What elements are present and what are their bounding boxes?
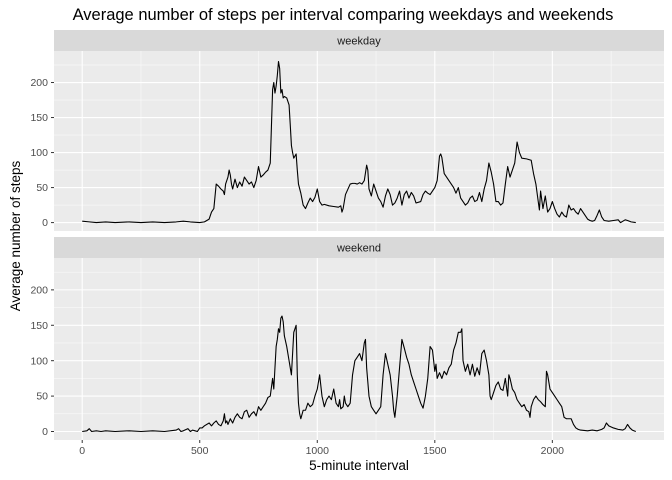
- y-tick-label: 0: [42, 426, 48, 438]
- y-tick-label: 200: [30, 284, 48, 296]
- x-tick-label: 1000: [306, 445, 330, 457]
- x-axis-title: 5-minute interval: [309, 458, 409, 473]
- y-tick-label: 0: [42, 217, 48, 229]
- y-tick-label: 50: [36, 391, 48, 403]
- gridlines-weekday: [54, 51, 664, 231]
- y-tick-label: 100: [30, 355, 48, 367]
- y-tick-label: 150: [30, 320, 48, 332]
- series-line-weekday: [82, 60, 636, 224]
- facet-strip-label-weekday: weekday: [336, 36, 381, 48]
- facet-strip-label-weekend: weekend: [336, 243, 381, 255]
- facet-strip-weekday: [54, 30, 664, 51]
- series-line-weekend: [82, 315, 636, 433]
- x-tick-label: 500: [191, 445, 209, 457]
- y-axis-weekday: 0 50 100 150 200: [30, 77, 54, 229]
- facet-panel-weekday: weekday 0 50 100 150 200: [30, 30, 664, 231]
- facet-strip-weekend: [54, 237, 664, 258]
- chart-title: Average number of steps per interval com…: [73, 6, 614, 24]
- x-tick-label: 1500: [423, 445, 447, 457]
- facet-panel-weekend: weekend 0 50 100 150 200: [30, 237, 664, 440]
- plot-area-weekday: [54, 51, 664, 231]
- y-tick-label: 50: [36, 182, 48, 194]
- x-tick-label: 0: [79, 445, 85, 457]
- y-tick-label: 150: [30, 112, 48, 124]
- y-axis-title: Average number of steps: [8, 160, 23, 311]
- x-axis: 0 500 1000 1500 2000: [79, 440, 564, 457]
- x-tick-label: 2000: [541, 445, 565, 457]
- y-tick-label: 200: [30, 77, 48, 89]
- y-tick-label: 100: [30, 147, 48, 159]
- y-axis-weekend: 0 50 100 150 200: [30, 284, 54, 438]
- plot-area-weekend: [54, 258, 664, 440]
